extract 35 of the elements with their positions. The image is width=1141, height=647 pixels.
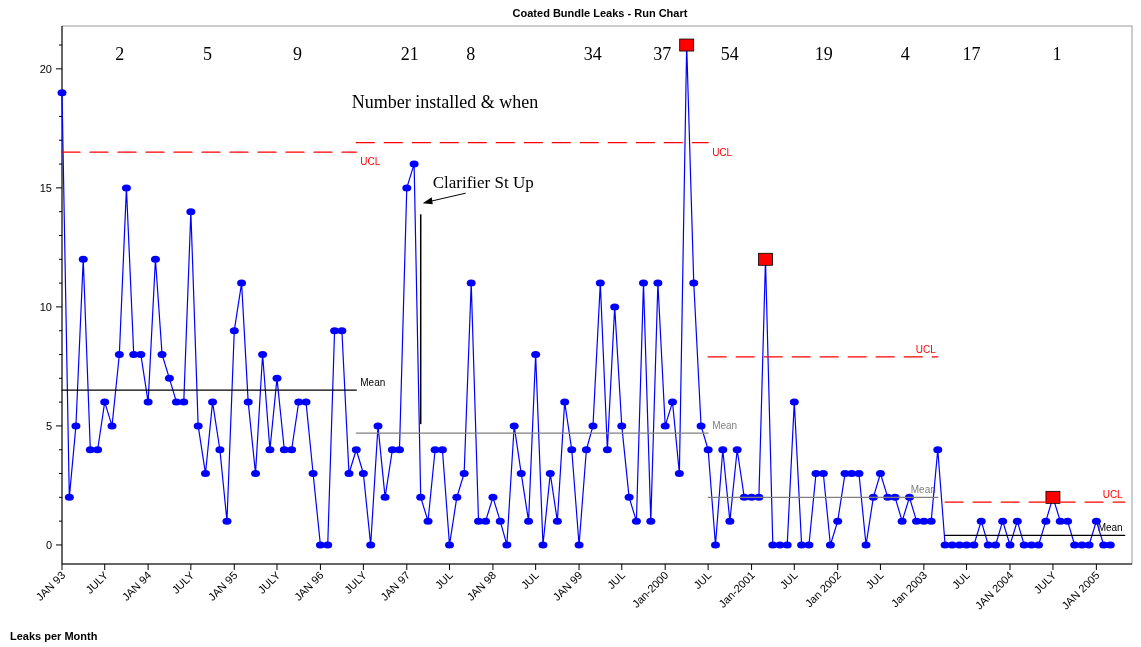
series-label: UCL xyxy=(712,146,733,158)
x-tick-label: JUL xyxy=(432,568,455,592)
series-label: UCL xyxy=(915,343,937,355)
annotation: 37 xyxy=(653,43,672,64)
series-label: UCL xyxy=(1102,489,1124,501)
x-tick-label: JUL xyxy=(777,568,800,592)
x-tick-label: JUL xyxy=(863,568,886,592)
chart-title: Coated Bundle Leaks - Run Chart xyxy=(512,7,688,19)
annotation: Number installed & when xyxy=(351,91,539,112)
series-label: Mean xyxy=(360,377,386,389)
series-label: Mean xyxy=(712,420,738,432)
y-tick-label: 0 xyxy=(45,538,52,551)
annotation: 1 xyxy=(1052,43,1062,64)
annotation: 54 xyxy=(720,43,739,64)
x-tick-label: JUL xyxy=(691,568,714,592)
annotation: 8 xyxy=(466,43,476,64)
y-tick-label: 15 xyxy=(39,181,52,194)
annotation: 4 xyxy=(900,43,910,64)
y-tick-label: 20 xyxy=(39,62,52,75)
annotation: 34 xyxy=(583,43,602,64)
x-tick-label: JUL xyxy=(949,568,972,592)
ref-line-label: Clarifier St Up xyxy=(432,173,534,193)
y-axis-title: Leaks per Month xyxy=(10,630,98,642)
annotation: 9 xyxy=(292,43,302,64)
series-label: UCL xyxy=(360,156,381,168)
series-label: Mean xyxy=(1097,522,1123,534)
annotation: 19 xyxy=(814,43,833,64)
x-tick-label: JUL xyxy=(604,568,628,592)
x-tick-label: JUL xyxy=(518,568,542,592)
annotation: 17 xyxy=(962,43,981,64)
annotation: 21 xyxy=(400,43,419,64)
y-tick-label: 10 xyxy=(39,300,52,313)
annotation: 5 xyxy=(203,43,213,64)
y-tick-label: 5 xyxy=(45,419,52,432)
annotation: 2 xyxy=(115,43,125,64)
